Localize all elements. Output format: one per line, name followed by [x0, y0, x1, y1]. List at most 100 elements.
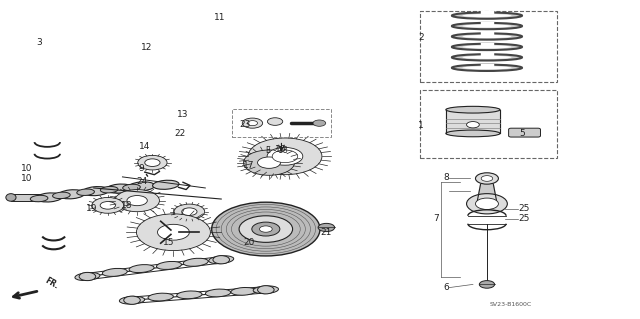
Ellipse shape	[463, 56, 511, 59]
Ellipse shape	[77, 189, 95, 196]
Ellipse shape	[123, 184, 140, 191]
Circle shape	[244, 150, 294, 175]
Circle shape	[476, 173, 499, 184]
Bar	[420, 11, 557, 82]
Text: 1: 1	[418, 121, 424, 130]
Text: 3: 3	[36, 38, 42, 47]
Ellipse shape	[152, 180, 179, 189]
Ellipse shape	[231, 287, 256, 295]
Circle shape	[247, 121, 257, 126]
Ellipse shape	[253, 286, 278, 294]
Ellipse shape	[452, 23, 522, 29]
Ellipse shape	[106, 184, 132, 193]
Circle shape	[213, 256, 230, 264]
Ellipse shape	[463, 25, 511, 28]
Circle shape	[127, 196, 147, 206]
Text: 25: 25	[518, 213, 529, 222]
Ellipse shape	[452, 44, 522, 50]
Circle shape	[318, 223, 335, 232]
Ellipse shape	[129, 182, 155, 191]
Ellipse shape	[83, 187, 109, 196]
Ellipse shape	[157, 262, 182, 270]
Circle shape	[476, 198, 499, 210]
Text: SV23-B1600C: SV23-B1600C	[490, 302, 532, 308]
FancyBboxPatch shape	[509, 128, 540, 137]
Circle shape	[243, 118, 262, 128]
Text: 8: 8	[444, 173, 449, 182]
Circle shape	[248, 138, 322, 175]
Circle shape	[212, 202, 320, 256]
Ellipse shape	[463, 66, 511, 69]
Circle shape	[259, 226, 272, 232]
Circle shape	[313, 120, 326, 126]
Text: 15: 15	[163, 238, 174, 247]
Text: FR.: FR.	[43, 276, 60, 291]
Circle shape	[267, 147, 303, 165]
Text: 9: 9	[139, 164, 145, 173]
Circle shape	[257, 157, 280, 168]
Circle shape	[79, 272, 96, 281]
Text: 21: 21	[321, 228, 332, 237]
Circle shape	[174, 204, 205, 219]
Text: 17: 17	[243, 161, 254, 170]
Ellipse shape	[463, 35, 511, 38]
Circle shape	[115, 189, 159, 212]
Circle shape	[272, 150, 298, 163]
Circle shape	[479, 281, 495, 288]
Text: 22: 22	[174, 129, 186, 138]
Text: 24: 24	[136, 176, 147, 186]
Text: 18: 18	[120, 201, 132, 210]
Circle shape	[257, 286, 274, 294]
Ellipse shape	[75, 272, 100, 280]
Text: 11: 11	[214, 13, 226, 22]
Text: 10: 10	[21, 164, 33, 173]
Ellipse shape	[452, 54, 522, 61]
Ellipse shape	[463, 14, 511, 17]
Circle shape	[481, 176, 493, 181]
Ellipse shape	[209, 256, 234, 264]
Ellipse shape	[452, 33, 522, 40]
Ellipse shape	[463, 45, 511, 48]
Text: 2: 2	[418, 33, 424, 42]
Ellipse shape	[183, 258, 208, 266]
Ellipse shape	[6, 194, 16, 201]
Ellipse shape	[30, 195, 48, 202]
Text: 14: 14	[139, 142, 150, 151]
Circle shape	[182, 208, 197, 215]
Text: 10: 10	[21, 174, 33, 183]
Ellipse shape	[148, 293, 173, 301]
Bar	[232, 109, 331, 137]
Text: 6: 6	[444, 283, 449, 292]
Text: 13: 13	[177, 110, 189, 119]
Ellipse shape	[102, 268, 127, 276]
Text: 23: 23	[240, 120, 251, 129]
Ellipse shape	[446, 130, 500, 137]
Circle shape	[467, 194, 508, 214]
Circle shape	[136, 214, 211, 250]
Circle shape	[157, 224, 189, 240]
Ellipse shape	[446, 106, 500, 113]
Text: 19: 19	[86, 204, 98, 213]
Polygon shape	[477, 184, 497, 204]
Circle shape	[138, 155, 167, 170]
Ellipse shape	[36, 193, 62, 202]
Text: 5: 5	[520, 129, 525, 138]
Ellipse shape	[129, 264, 154, 273]
Ellipse shape	[120, 296, 145, 304]
Ellipse shape	[58, 190, 84, 199]
Ellipse shape	[52, 192, 70, 199]
Circle shape	[124, 296, 140, 304]
Text: 7: 7	[433, 214, 439, 223]
Circle shape	[92, 197, 124, 213]
Ellipse shape	[177, 291, 202, 299]
Ellipse shape	[467, 122, 479, 128]
Text: 20: 20	[243, 238, 254, 247]
Circle shape	[145, 159, 160, 167]
Ellipse shape	[100, 187, 118, 193]
Circle shape	[239, 216, 292, 242]
Ellipse shape	[452, 65, 522, 71]
Circle shape	[268, 118, 283, 125]
Circle shape	[252, 222, 280, 236]
Text: 25: 25	[518, 204, 529, 213]
Ellipse shape	[205, 289, 230, 297]
